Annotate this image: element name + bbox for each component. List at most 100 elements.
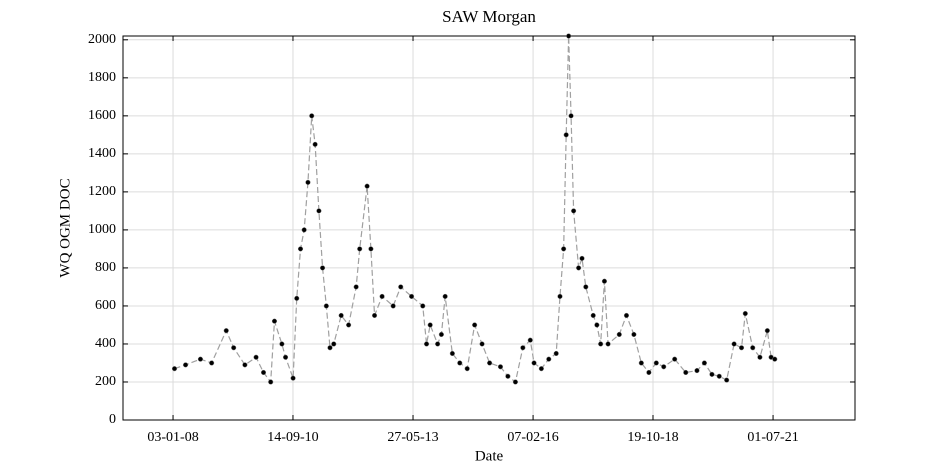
chart-title: SAW Morgan	[442, 7, 536, 26]
data-point	[571, 208, 577, 214]
data-point	[576, 265, 582, 271]
y-tick-label: 600	[95, 298, 116, 313]
data-point	[260, 369, 267, 376]
data-point	[294, 295, 300, 301]
data-point	[398, 284, 404, 290]
data-point	[268, 379, 274, 385]
data-point	[583, 284, 589, 290]
data-point	[487, 360, 493, 366]
x-tick-label: 01-07-21	[747, 430, 798, 445]
data-point	[497, 364, 503, 370]
data-point	[301, 227, 307, 233]
data-point	[390, 303, 396, 309]
data-point	[557, 293, 563, 299]
data-point	[309, 113, 315, 119]
data-point	[327, 345, 333, 351]
data-point	[423, 341, 430, 347]
data-point	[420, 303, 426, 309]
x-tick-label: 14-09-10	[267, 430, 318, 445]
data-point	[323, 303, 329, 309]
data-point	[279, 341, 285, 347]
data-point	[638, 360, 644, 366]
x-tick-label: 03-01-08	[147, 430, 198, 445]
data-point	[231, 345, 237, 351]
data-point	[368, 246, 374, 252]
data-point	[357, 246, 363, 252]
data-point	[701, 360, 707, 366]
data-point	[305, 179, 311, 185]
series-line	[174, 35, 776, 384]
data-point	[683, 369, 689, 376]
data-point	[242, 362, 248, 368]
data-point	[731, 341, 737, 347]
data-point	[616, 331, 622, 338]
y-tick-label: 1800	[88, 70, 116, 85]
data-point	[738, 345, 745, 351]
y-tick-label: 1000	[88, 222, 116, 237]
data-point	[750, 345, 756, 351]
data-point	[209, 360, 215, 366]
data-point	[409, 293, 415, 299]
data-point	[709, 371, 715, 377]
x-axis-label: Date	[475, 448, 504, 464]
data-point	[438, 331, 444, 338]
data-point	[457, 360, 463, 366]
data-point	[364, 183, 370, 189]
data-point	[520, 345, 526, 351]
data-point	[312, 141, 318, 147]
data-point	[442, 293, 448, 299]
data-point	[594, 322, 600, 328]
data-point	[579, 255, 585, 261]
data-point	[672, 356, 678, 362]
data-point	[653, 360, 659, 366]
data-point	[716, 373, 722, 379]
data-point	[742, 310, 748, 317]
data-point	[724, 377, 730, 383]
data-point	[449, 350, 455, 357]
y-tick-label: 1400	[88, 146, 116, 161]
data-point	[427, 322, 433, 328]
data-point	[553, 350, 559, 357]
data-point	[290, 375, 296, 381]
y-tick-label: 800	[95, 260, 116, 275]
data-point	[197, 356, 203, 362]
data-point	[772, 356, 778, 362]
x-tick-label: 19-10-18	[627, 430, 678, 445]
y-tick-label: 1600	[88, 108, 116, 123]
data-point	[563, 132, 569, 138]
data-point	[353, 284, 359, 290]
data-point	[538, 366, 544, 372]
data-point	[605, 341, 611, 347]
data-point	[331, 341, 337, 347]
plot-frame	[122, 35, 856, 421]
data-point	[505, 373, 511, 379]
data-point	[623, 312, 630, 318]
data-point	[371, 312, 378, 318]
x-tick-label: 07-02-16	[507, 430, 558, 445]
data-point	[316, 208, 322, 214]
data-point	[568, 113, 574, 119]
data-point	[464, 366, 470, 372]
x-tick-label: 27-05-13	[387, 430, 438, 445]
data-point	[472, 322, 478, 328]
data-point	[253, 354, 259, 360]
data-point	[764, 328, 770, 334]
data-point	[435, 341, 441, 347]
data-point	[346, 322, 352, 328]
data-point	[223, 328, 229, 334]
data-point	[338, 312, 344, 318]
data-point	[271, 318, 278, 324]
y-tick-label: 400	[95, 336, 116, 351]
data-point	[601, 278, 607, 284]
data-point	[561, 246, 567, 252]
y-tick-label: 0	[109, 412, 116, 427]
data-point	[757, 354, 763, 360]
data-point	[531, 360, 537, 366]
y-tick-label: 1200	[88, 184, 116, 199]
data-point	[546, 356, 552, 362]
data-point	[512, 379, 518, 385]
data-point	[297, 246, 304, 252]
data-point	[566, 33, 572, 39]
data-point	[320, 265, 326, 271]
